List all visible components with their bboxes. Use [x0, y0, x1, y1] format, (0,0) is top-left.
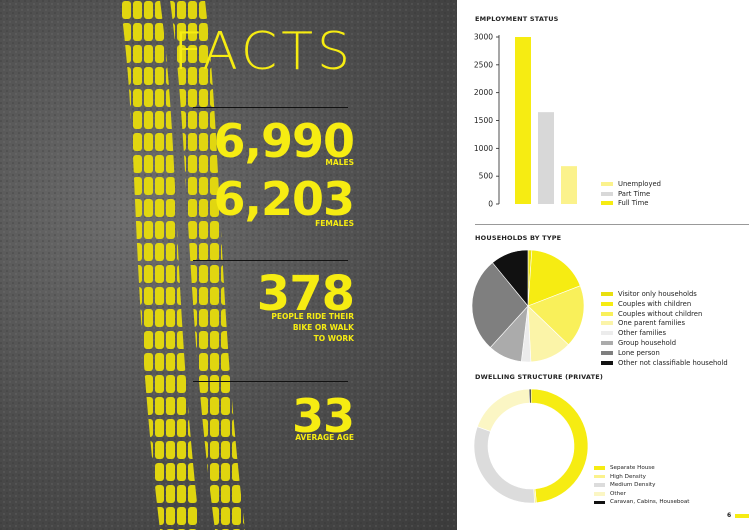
legend-item: Caravan, Cabins, Houseboat — [594, 499, 689, 505]
page-marker — [735, 514, 749, 518]
legend-item: Other families — [601, 329, 666, 337]
page-number: 6 — [727, 512, 732, 519]
bar-part-time — [538, 112, 554, 204]
legend-item: Group household — [601, 339, 676, 347]
legend-swatch — [601, 182, 613, 186]
legend-item: Other — [594, 491, 626, 497]
legend-swatch — [594, 500, 605, 505]
y-tick-label: 500 — [479, 172, 494, 181]
slice-other — [476, 388, 530, 432]
bar-full-time — [515, 37, 531, 204]
divider — [193, 107, 348, 108]
slice-couples-with-children — [527, 249, 581, 307]
y-tick-label: 0 — [488, 200, 493, 209]
bike-walk-label-line: BIKE OR WALK — [292, 323, 354, 332]
legend-label: One parent families — [618, 319, 686, 328]
legend-swatch — [601, 341, 613, 345]
legend-item: Medium Density — [594, 482, 655, 488]
y-tick-label: 1000 — [474, 144, 493, 153]
divider — [193, 381, 348, 382]
females-count: 6,203 — [213, 172, 355, 226]
males-label: MALES — [325, 158, 354, 167]
dwelling-title: DWELLING STRUCTURE (PRIVATE) — [475, 373, 604, 381]
road-photo — [0, 0, 457, 530]
males-count: 6,990 — [213, 114, 355, 168]
legend-swatch — [601, 360, 613, 365]
legend-item: Unemployed — [601, 180, 661, 188]
legend-swatch — [601, 201, 613, 205]
legend-label: Unemployed — [618, 180, 661, 188]
legend-label: Other not classifiable household — [618, 358, 728, 367]
slice-caravan-cabins-houseboat — [528, 388, 532, 404]
employment-bar-chart: 0 500 1000 1500 2000 2500 3000 — [474, 33, 577, 209]
slice-other-not-classifiable-household — [492, 249, 529, 307]
slice-separate-house — [530, 388, 589, 504]
legend-label: Part Time — [618, 189, 651, 198]
section-divider — [475, 224, 749, 226]
legend-swatch — [601, 292, 613, 296]
legend-item: Separate House — [594, 465, 655, 471]
slice-medium-density — [473, 426, 535, 504]
legend-item: High Density — [594, 474, 646, 480]
legend-swatch — [601, 191, 613, 196]
legend-label: Group household — [618, 339, 677, 347]
employment-title: EMPLOYMENT STATUS — [475, 15, 559, 23]
average-age-label: AVERAGE AGE — [295, 433, 354, 442]
legend-label: Visitor only households — [618, 290, 697, 298]
legend-item: Couples without children — [601, 310, 702, 318]
legend-swatch — [601, 301, 613, 306]
legend-label: Couples without children — [618, 309, 703, 318]
legend-item: Other not classifiable household — [601, 359, 728, 367]
y-tick-label: 2000 — [474, 88, 493, 97]
bike-walk-label-line: TO WORK — [313, 334, 354, 343]
slice-couples-without-children — [527, 285, 585, 346]
legend-item: Lone person — [601, 349, 660, 357]
legend-swatch — [594, 492, 605, 496]
average-age-value: 33 — [291, 389, 355, 443]
legend-swatch — [601, 321, 613, 326]
charts-panel: EMPLOYMENT STATUS 0 500 1000 1500 2000 2500 30… — [457, 0, 750, 530]
legend-swatch — [594, 483, 605, 487]
facts-title: FACTS — [173, 22, 354, 82]
legend-label: High Density — [610, 473, 646, 480]
legend-item: Couples with children — [601, 300, 691, 308]
legend-item: One parent families — [601, 319, 685, 327]
females-label: FEMALES — [315, 219, 354, 228]
households-title: HOUSEHOLDS BY TYPE — [475, 234, 562, 242]
households-pie-chart — [471, 249, 585, 363]
legend-label: Couples with children — [618, 299, 692, 308]
legend-label: Caravan, Cabins, Houseboat — [610, 499, 690, 506]
legend-label: Other families — [618, 329, 667, 338]
y-tick-label: 1500 — [474, 116, 493, 125]
y-tick-label: 2500 — [474, 60, 493, 69]
legend-label: Full Time — [618, 199, 649, 207]
slice-lone-person — [471, 262, 529, 348]
dwelling-donut-chart — [473, 388, 589, 504]
legend-label: Separate House — [610, 465, 655, 471]
legend-label: Medium Density — [610, 482, 656, 489]
road-photo-panel: FACTS 6,990 MALES 6,203 FEMALES 378 PEOP… — [0, 0, 457, 530]
legend-swatch — [594, 466, 605, 470]
bike-walk-count: 378 — [256, 266, 355, 322]
legend-swatch — [601, 311, 613, 316]
y-tick-label: 3000 — [474, 33, 493, 42]
legend-swatch — [601, 350, 613, 355]
legend-item: Part Time — [601, 190, 650, 198]
legend-item: Visitor only households — [601, 290, 697, 298]
legend-label: Lone person — [618, 348, 660, 357]
legend-item: Full Time — [601, 199, 648, 207]
legend-swatch — [594, 474, 605, 479]
bike-walk-label: PEOPLE RIDE THEIR BIKE OR WALK TO WORK — [271, 311, 354, 344]
bar-unemployed — [561, 166, 577, 204]
legend-label: Other — [610, 490, 626, 497]
bike-walk-label-line: PEOPLE RIDE THEIR — [271, 312, 354, 321]
divider — [193, 260, 348, 261]
legend-swatch — [601, 331, 613, 336]
